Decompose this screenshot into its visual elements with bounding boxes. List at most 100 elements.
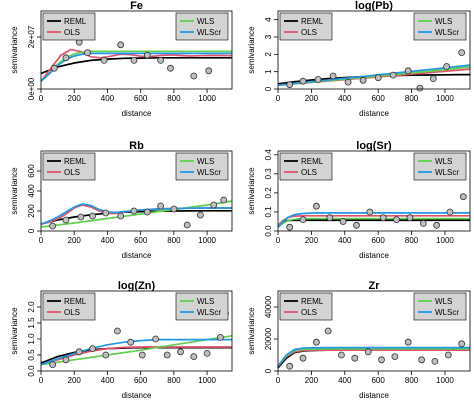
y-tick-label: 200: [27, 204, 36, 218]
data-point: [286, 362, 294, 370]
legend-label-wls: WLS: [435, 157, 452, 166]
series-line-reml: [40, 209, 232, 225]
data-point: [102, 209, 110, 217]
y-tick-label: 400: [27, 184, 36, 198]
x-tick-label: 600: [371, 94, 385, 103]
x-tick-label: 200: [68, 94, 82, 103]
data-point: [329, 72, 337, 80]
data-point: [286, 81, 294, 89]
legend-box: [279, 152, 333, 181]
data-point: [366, 208, 374, 216]
chart-panel-3: Rb 0 200 400 600 800 1000 0 200 400 600 distance sem…: [10, 140, 233, 260]
y-axis-label: semivariance: [247, 167, 256, 215]
series-line-reml: [40, 56, 232, 75]
y-axis-label: semivariance: [247, 26, 256, 74]
legend-right: WLS WLScr: [175, 292, 229, 321]
data-point: [406, 214, 414, 222]
data-point: [458, 340, 466, 348]
data-point: [418, 356, 426, 364]
data-point: [339, 218, 347, 225]
x-tick-label: 600: [371, 236, 385, 245]
legend-label-reml: REML: [64, 17, 87, 26]
series-line-wlscr: [277, 212, 470, 228]
y-tick-label: 0.0: [27, 365, 36, 377]
x-tick-label: 1000: [198, 376, 216, 385]
x-tick-label: 1000: [198, 236, 216, 245]
legend-right: WLS WLScr: [175, 152, 229, 181]
y-tick-label: 0.1: [264, 206, 273, 218]
data-point: [205, 67, 213, 75]
data-point: [117, 41, 125, 49]
y-tick-label: 3: [264, 34, 273, 39]
data-point: [100, 57, 108, 64]
y-tick-label: 2: [264, 52, 273, 57]
chart-panel-4: log(Sr) 0 200 400 600 800 1000 0.0 0.1 0.2 0.3 0.4 d…: [247, 140, 471, 260]
data-point: [143, 51, 151, 59]
x-tick-label: 600: [134, 94, 148, 103]
legend-label-reml: REML: [64, 157, 87, 166]
data-point: [443, 63, 451, 70]
data-point: [312, 338, 320, 346]
x-tick-label: 600: [134, 376, 148, 385]
x-axis-label: distance: [359, 391, 389, 400]
data-point: [299, 216, 307, 224]
y-axis-label: semivariance: [10, 307, 19, 355]
x-tick-label: 0: [276, 94, 281, 103]
y-tick-label: 1: [264, 69, 273, 74]
y-tick-label: 0.4: [264, 149, 273, 161]
legend-label-wlscr: WLScr: [435, 28, 459, 37]
legend-label-wls: WLS: [197, 297, 214, 306]
x-tick-label: 0: [39, 236, 44, 245]
x-tick-label: 800: [405, 236, 419, 245]
legend-box: [413, 12, 467, 41]
legend-box: [175, 12, 229, 41]
data-point: [444, 351, 452, 359]
y-tick-label: 0.2: [264, 187, 273, 199]
legend-box: [175, 152, 229, 181]
data-point: [183, 221, 191, 229]
data-point: [190, 72, 198, 80]
legend-label-wlscr: WLScr: [197, 168, 221, 177]
data-point: [404, 67, 412, 75]
data-point: [429, 75, 437, 82]
legend-box: [279, 292, 333, 321]
series-line-wlscr: [277, 346, 470, 367]
x-tick-label: 0: [276, 236, 281, 245]
plot-frame: [277, 150, 471, 232]
y-tick-label: 2.0: [27, 301, 36, 313]
legend-label-wls: WLS: [197, 157, 214, 166]
data-point: [374, 74, 382, 82]
y-axis-label: semivariance: [10, 167, 19, 215]
y-tick-label: 2e+07: [27, 25, 36, 48]
data-point: [459, 193, 467, 201]
y-tick-label: 0.3: [264, 168, 273, 180]
data-point: [344, 78, 352, 86]
y-tick-label: 0: [264, 368, 273, 373]
plot-frame: [40, 10, 233, 90]
data-point: [157, 202, 165, 210]
data-point: [77, 213, 85, 221]
data-point: [314, 76, 322, 83]
data-point: [416, 84, 424, 92]
legend-box: [42, 152, 96, 181]
panel-title: Rb: [129, 140, 144, 152]
x-tick-label: 1000: [436, 94, 454, 103]
legend-box: [413, 152, 467, 181]
y-tick-label: 600: [27, 164, 36, 178]
chart-panel-1: Fe 0 200 400 600 800 1000 0e+00 2e+07 distance sem…: [10, 0, 233, 118]
data-point: [138, 351, 146, 359]
x-tick-label: 400: [338, 94, 352, 103]
data-point: [114, 327, 121, 335]
data-point: [89, 212, 96, 220]
legend-label-reml: REML: [301, 17, 324, 26]
data-point: [210, 201, 218, 209]
data-point: [446, 208, 454, 216]
data-point: [378, 356, 385, 364]
series-line-ols: [40, 346, 232, 366]
legend-box: [413, 292, 467, 321]
data-point: [351, 354, 359, 362]
legend-label-wlscr: WLScr: [197, 308, 221, 317]
x-axis-label: distance: [122, 109, 152, 118]
data-point: [127, 338, 135, 346]
x-tick-label: 600: [371, 376, 385, 385]
